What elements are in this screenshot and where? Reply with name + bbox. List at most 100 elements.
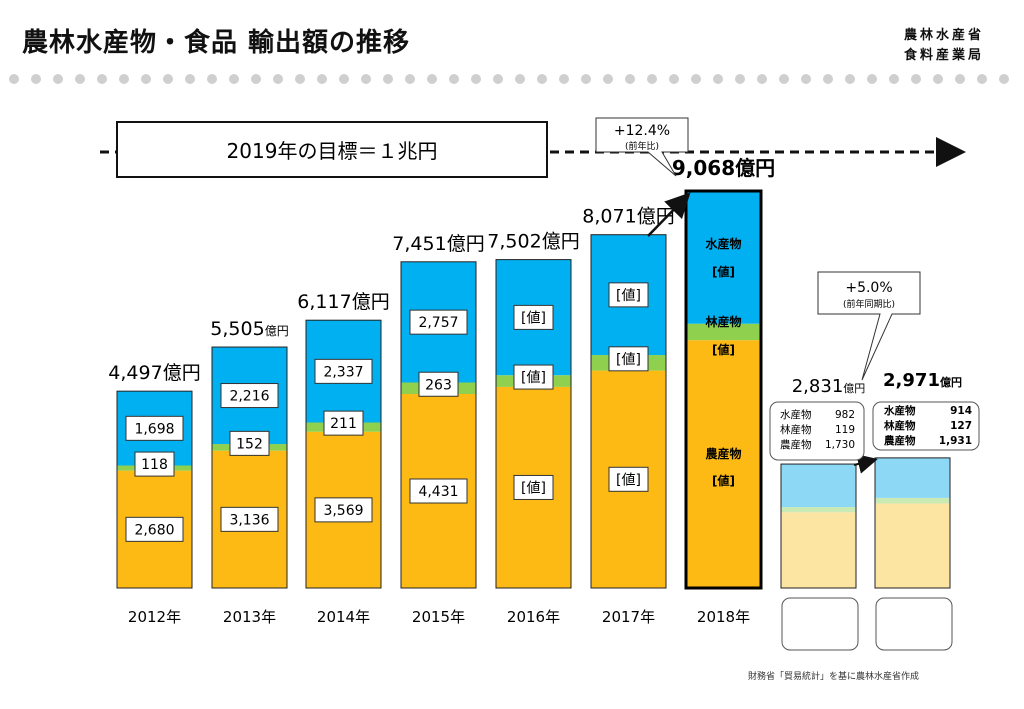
total-label: 7,502億円 — [487, 231, 579, 253]
value-label-box — [608, 346, 649, 372]
growth-pct-2018: +12.4% — [614, 123, 670, 139]
value-label: 1,698 — [134, 421, 174, 437]
value-label-box — [134, 451, 175, 477]
divider-dot — [493, 74, 503, 84]
value-label: [値] — [521, 310, 546, 326]
divider-dot — [559, 74, 569, 84]
value-label: 4,431 — [418, 484, 458, 500]
breakdown-name-2018: 林産物 — [780, 423, 812, 436]
value-label: [値] — [616, 472, 641, 488]
value-label-box — [409, 478, 468, 504]
divider-dot — [207, 74, 217, 84]
value-label: 263 — [425, 377, 452, 393]
divider-dot — [581, 74, 591, 84]
breakdown-value-2019: 127 — [950, 420, 972, 432]
divider-dot — [53, 74, 63, 84]
category-label: 2017年 — [602, 608, 655, 626]
category-label: 2013年 — [223, 608, 276, 626]
breakdown-name-2018: 農産物 — [780, 438, 812, 451]
divider-dot — [625, 74, 635, 84]
value-label-box — [229, 430, 270, 456]
bar-fish — [781, 464, 856, 508]
value-label: 2,680 — [134, 522, 174, 538]
total-label: 2,831億円 — [792, 376, 866, 397]
bar-outline — [305, 319, 382, 589]
divider-dot — [31, 74, 41, 84]
divider-dot — [97, 74, 107, 84]
divider-dot — [537, 74, 547, 84]
divider-dot — [977, 74, 987, 84]
breakdown-group: 水産物 982 林産物 119 農産物 1,730 水産物 914 林産物 127 農産物 1,931 — [780, 404, 972, 451]
divider-dot — [141, 74, 151, 84]
value-label: 152 — [236, 436, 263, 452]
divider-dot — [9, 74, 19, 84]
bar-fish — [686, 191, 761, 324]
bar-agri — [781, 512, 856, 588]
dotted-divider — [9, 74, 1009, 84]
org-bureau: 食料産業局 — [903, 48, 984, 63]
bar-outline — [590, 234, 667, 589]
divider-dot — [427, 74, 437, 84]
inline-label-agri: 農産物 — [705, 446, 741, 461]
divider-dot — [713, 74, 723, 84]
growth-pct-2019: +5.0% — [845, 280, 892, 296]
divider-dot — [933, 74, 943, 84]
value-label-box — [125, 516, 184, 542]
category-box-2019-1-4 — [875, 597, 953, 651]
bar-outline — [116, 390, 193, 589]
category-label: 2018年 — [697, 608, 750, 626]
divider-dot — [405, 74, 415, 84]
value-label: 211 — [330, 416, 357, 432]
total-label: 6,117億円 — [297, 291, 389, 313]
value-label-box — [220, 383, 279, 409]
category-label: 2012年 — [128, 608, 181, 626]
breakdown-box-2018 — [769, 401, 865, 461]
divider-dot — [273, 74, 283, 84]
value-label-box — [513, 474, 554, 500]
breakdown-value-2018: 119 — [835, 424, 855, 436]
total-label: 2,971億円 — [883, 370, 962, 391]
growth-callout-2018 — [595, 117, 689, 177]
divider-dot — [691, 74, 701, 84]
bar-agri — [686, 340, 761, 588]
breakdown-box-2019 — [872, 401, 980, 451]
value-label-box — [220, 506, 279, 532]
value-label: 3,569 — [323, 503, 363, 519]
total-label: 4,497億円 — [108, 362, 200, 384]
value-label-box — [608, 466, 649, 492]
breakdown-value-2018: 1,730 — [825, 439, 855, 451]
divider-dot — [317, 74, 327, 84]
divider-dot — [383, 74, 393, 84]
divider-dot — [669, 74, 679, 84]
bar-outline — [874, 457, 951, 589]
total-label: 9,068億円 — [672, 156, 775, 180]
divider-dot — [75, 74, 85, 84]
value-label-box — [418, 371, 459, 397]
divider-dot — [867, 74, 877, 84]
divider-dot — [757, 74, 767, 84]
bar-outline — [211, 346, 288, 589]
divider-dot — [823, 74, 833, 84]
breakdown-name-2019: 農産物 — [884, 434, 916, 447]
bar-agri — [875, 503, 950, 588]
value-label-box — [409, 309, 468, 335]
value-label: 2,216 — [229, 389, 269, 405]
breakdown-value-2019: 1,931 — [939, 435, 972, 447]
breakdown-value-2018: 982 — [835, 409, 855, 421]
divider-dot — [603, 74, 613, 84]
page-title: 農林水産物・食品 輸出額の推移 — [22, 28, 411, 58]
breakdown-value-2019: 914 — [950, 405, 972, 417]
divider-dot — [735, 74, 745, 84]
value-label: [値] — [616, 288, 641, 304]
source-note: 財務省「貿易統計」を基に農林水産省作成 — [748, 672, 920, 682]
category-label: 2015年 — [412, 608, 465, 626]
divider-dot — [801, 74, 811, 84]
value-label: 3,136 — [229, 512, 269, 528]
value-label: 2,337 — [323, 364, 363, 380]
breakdown-name-2019: 林産物 — [884, 419, 916, 432]
value-label-box — [314, 358, 373, 384]
value-label: 2,757 — [418, 315, 458, 331]
divider-dot — [471, 74, 481, 84]
value-label-box — [513, 304, 554, 330]
divider-dot — [889, 74, 899, 84]
